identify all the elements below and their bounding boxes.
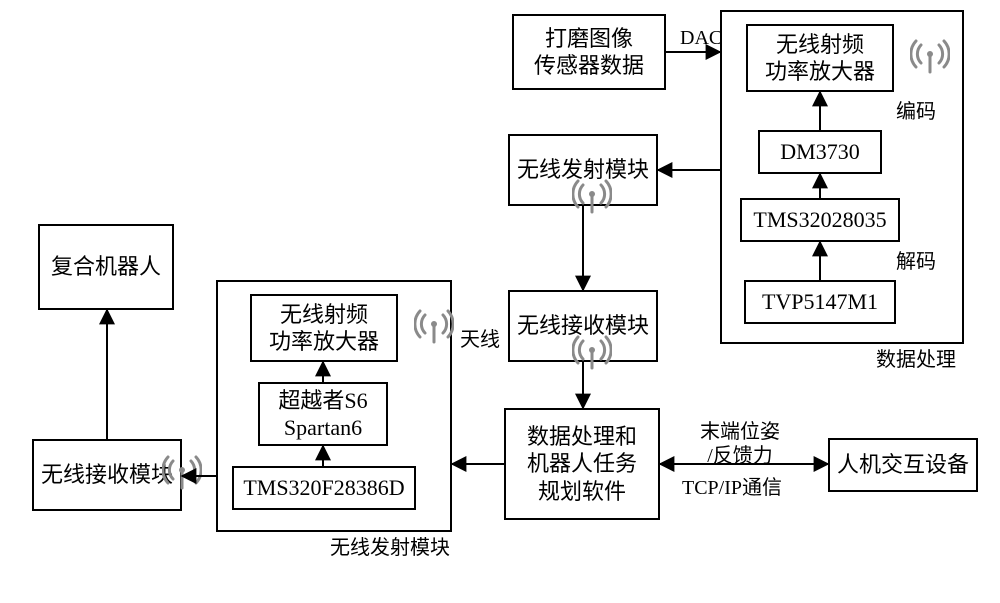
text: 人机交互设备: [837, 451, 969, 479]
label-tx-region: 无线发射模块: [330, 536, 450, 560]
antenna-icon: [910, 38, 950, 78]
node-rx-left: 无线接收模块: [32, 439, 182, 511]
node-sw: 数据处理和 机器人任务 规划软件: [504, 408, 660, 520]
label-dp-region: 数据处理: [876, 348, 956, 372]
node-dp-dm: DM3730: [758, 130, 882, 174]
label-tcpip: TCP/IP通信: [682, 476, 782, 500]
line3: 规划软件: [538, 478, 626, 506]
line2: 功率放大器: [269, 328, 379, 356]
text: 无线接收模块: [41, 461, 173, 489]
node-compound-robot: 复合机器人: [38, 224, 174, 310]
node-dp-tms: TMS32028035: [740, 198, 900, 242]
text: TMS32028035: [753, 206, 886, 234]
antenna-icon: [162, 454, 202, 494]
node-dp-rf-amp: 无线射频 功率放大器: [746, 24, 894, 92]
text: 复合机器人: [51, 253, 161, 281]
line2: 机器人任务: [527, 450, 637, 478]
label-encode: 编码: [896, 100, 936, 124]
node-tx-dsp: TMS320F28386D: [232, 466, 416, 510]
line1: 无线射频: [280, 301, 368, 329]
node-dp-tvp: TVP5147M1: [744, 280, 896, 324]
node-tx-s6: 超越者S6 Spartan6: [258, 382, 388, 446]
antenna-icon: [572, 334, 612, 374]
line1: 数据处理和: [527, 423, 637, 451]
label-decode: 解码: [896, 250, 936, 274]
text: TVP5147M1: [762, 288, 878, 316]
text: TMS320F28386D: [243, 474, 404, 502]
label-antenna: 天线: [460, 328, 500, 352]
node-sensor: 打磨图像 传感器数据: [512, 14, 666, 90]
line1: 超越者S6: [278, 387, 367, 415]
node-hmi: 人机交互设备: [828, 438, 978, 492]
line2: Spartan6: [284, 414, 362, 442]
antenna-icon: [414, 308, 454, 348]
label-pose-force: 末端位姿 /反馈力: [700, 420, 780, 468]
text: DM3730: [780, 138, 859, 166]
line2: 传感器数据: [534, 52, 644, 80]
line2: 功率放大器: [765, 58, 875, 86]
line1: 无线射频: [776, 31, 864, 59]
node-tx-rf-amp: 无线射频 功率放大器: [250, 294, 398, 362]
line1: 打磨图像: [545, 25, 633, 53]
antenna-icon: [572, 178, 612, 218]
label-dac: DAC: [680, 26, 722, 50]
